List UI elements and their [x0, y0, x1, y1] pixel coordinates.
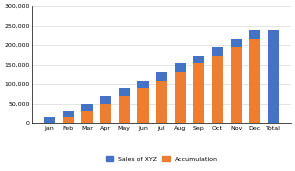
Bar — [100, 104, 111, 123]
Bar — [156, 72, 167, 81]
Bar — [156, 81, 167, 123]
Bar — [193, 56, 204, 63]
Bar — [137, 88, 148, 123]
Bar — [100, 96, 111, 104]
Bar — [268, 30, 279, 123]
Bar — [63, 111, 74, 117]
Bar — [175, 63, 186, 72]
Legend: Sales of XYZ, Accumulation: Sales of XYZ, Accumulation — [103, 154, 220, 165]
Bar — [231, 47, 242, 123]
Bar — [212, 56, 223, 123]
Bar — [212, 47, 223, 56]
Bar — [119, 88, 130, 96]
Bar — [175, 72, 186, 123]
Bar — [44, 117, 55, 123]
Bar — [193, 63, 204, 123]
Bar — [119, 96, 130, 123]
Bar — [81, 111, 93, 123]
Bar — [81, 104, 93, 111]
Bar — [137, 81, 148, 88]
Bar — [249, 30, 260, 40]
Bar — [231, 40, 242, 47]
Bar — [249, 40, 260, 123]
Bar — [63, 117, 74, 123]
